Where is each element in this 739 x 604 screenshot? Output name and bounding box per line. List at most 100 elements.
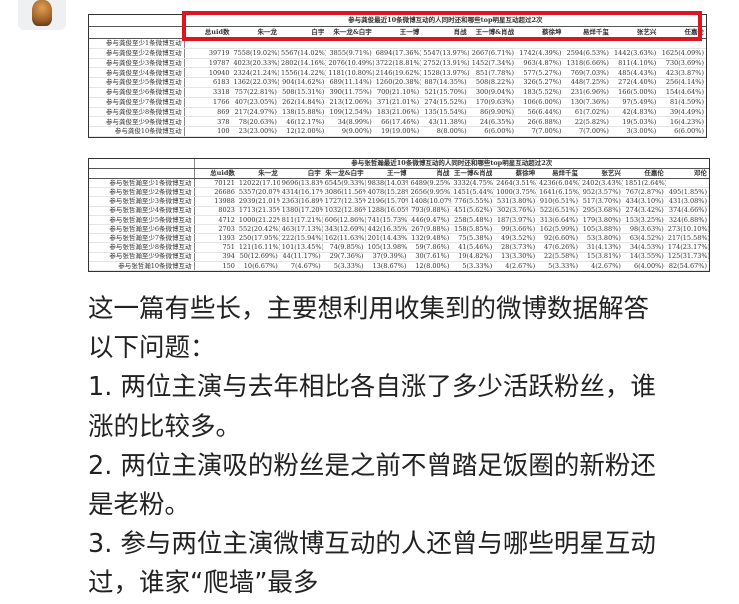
table-cell: 56(6.44%) — [516, 107, 564, 118]
table-cell: 10(6.67%) — [236, 261, 280, 271]
table-cell: 769(7.03%) — [563, 67, 611, 79]
table-cell: 34(4.53%) — [622, 242, 666, 253]
table-cell: 963(4.87%) — [516, 58, 564, 69]
table-cell: 4712 — [194, 215, 237, 225]
table-cell: 154(4.64%) — [658, 87, 706, 98]
table-cell: 741(15.73%) — [365, 215, 409, 225]
post-line: 2. 两位主演吸的粉丝是之前不曾踏足饭圈的新粉还 — [88, 450, 656, 481]
table-cell: 793(9.88%) — [408, 206, 452, 216]
table-cell: 46(12.17%) — [278, 116, 327, 128]
table-cell: 98(3.63%) — [622, 224, 666, 235]
table-cell — [184, 38, 232, 49]
table-cell: 75(5.38%) — [451, 233, 495, 244]
table-cell: 3855(9.71%) — [326, 48, 374, 59]
table-cell: 130(7.36%) — [563, 97, 611, 108]
table-cell: 158(5.85%) — [451, 224, 495, 235]
row-label: 参与龚俊至少2条微博互动 — [89, 48, 185, 59]
table-cell: 44(11.17%) — [279, 252, 323, 262]
table-cell: 273(10.10%) — [665, 224, 709, 235]
column-header: 白宇 — [279, 168, 323, 179]
table-cell: 2324(21.24%) — [231, 67, 279, 79]
header-row: 总uid数 朱一龙 白宇 朱一龙&白宇 王一博 肖战 王一博&肖战 蔡徐坤 易烊千玺 张艺兴 任嘉伦… — [89, 168, 709, 179]
table-cell: 59(7.86%) — [408, 242, 452, 253]
table-cell: 19787 — [184, 58, 232, 69]
table-cell: 217(24.97%) — [231, 107, 279, 118]
table-cell: 1713(21.35%) — [236, 206, 280, 216]
table-cell: 1452(7.34%) — [468, 58, 517, 69]
table-cell: 6(4.00%) — [622, 261, 666, 271]
table-cell: 267(9.88%) — [408, 224, 452, 235]
table-cell: 274(3.42%) — [622, 206, 666, 216]
table-cell: 37(9.39%) — [365, 252, 409, 262]
table-cell: 1408(10.07%) — [408, 196, 452, 207]
table-image-zhangzhehan[interactable]: 参与张哲瀚最近10条微博互动的人同时还和哪些top明星互动超过2次 总uid数 朱一… — [88, 158, 710, 272]
table-cell: 517(3.70%) — [580, 196, 623, 207]
table-row: 参与张哲瀚至少8条微博互动 751 121(16.11%) 101(13.45%) 74… — [89, 242, 709, 253]
table-cell: 13988 — [194, 196, 237, 207]
table-cell: 41(5.46%) — [451, 242, 495, 253]
post-line: 1. 两位主演与去年相比各自涨了多少活跃粉丝，谁 — [88, 372, 656, 403]
table-row: 参与龚俊10条微博互动 100 23(23.00%) 12(12.00%) 9(9.00… — [89, 126, 706, 137]
table-cell — [516, 38, 564, 49]
table-cell: 121(16.11%) — [236, 242, 280, 253]
table-cell: 1442(3.63%) — [610, 48, 659, 59]
row-label: 参与龚俊至少1条微博互动 — [89, 38, 185, 49]
row-label: 参与龚俊至少4条微博互动 — [89, 67, 185, 79]
table-cell — [658, 38, 706, 49]
corner-cell — [89, 159, 195, 169]
table-cell: 8(8.00%) — [421, 126, 469, 137]
table-cell: 6489(9.25%) — [408, 178, 452, 189]
column-header: 蔡徐坤 — [494, 168, 538, 179]
table-row: 参与龚俊至少7条微博互动 1766 407(23.05%) 262(14.84%) 21… — [89, 97, 706, 108]
table-cell: 201(14.43%) — [365, 233, 409, 244]
table-cell: 3332(4.75%) — [451, 178, 495, 189]
table-cell: 700(21.10%) — [373, 87, 422, 98]
table-cell: 99(3.66%) — [494, 224, 538, 235]
post-line: 3. 参与两位主演微博互动的人还曾与哪些明星互动 — [88, 529, 656, 560]
table-image-gongjun[interactable]: 参与龚俊最近10条微博互动的人同时还和哪些top明星互动超过2次 总uid数 朱一龙… — [88, 14, 707, 138]
table-cell: 23(23.00%) — [231, 126, 279, 137]
table-cell: 6(6.00%) — [658, 126, 706, 137]
table-cell: 1451(5.44%) — [451, 187, 495, 198]
table-cell: 2802(14.16%) — [278, 58, 327, 69]
table-cell: 2752(13.91%) — [421, 58, 469, 69]
column-header: 任嘉伦 — [622, 168, 666, 179]
table-cell: 952(3.57%) — [580, 187, 623, 198]
table-cell: 324(6.88%) — [665, 215, 709, 225]
table-cell: 1288(16.05%) — [365, 206, 409, 216]
table-cell: 135(15.54%) — [421, 107, 469, 118]
table-cell: 14(3.55%) — [622, 252, 666, 262]
table-cell: 34(8.99%) — [326, 116, 374, 128]
table-cell: 86(9.90%) — [468, 107, 517, 118]
post-text: 这一篇有些长，主要想利用收集到的微博数据解答 以下问题： 1. 两位主演与去年相比各… — [88, 290, 708, 604]
table-cell: 4023(20.33%) — [231, 58, 279, 69]
table-cell: 222(15.94%) — [279, 233, 323, 244]
avatar[interactable] — [18, 0, 66, 30]
table-cell: 6545(9.33%) — [322, 178, 366, 189]
table-cell: 82(54.67%) — [665, 261, 709, 271]
table-cell: 606(12.86%) — [322, 215, 366, 225]
table-cell: 904(14.62%) — [278, 77, 327, 88]
table-cell: 689(11.14%) — [326, 77, 374, 88]
table-cell: 19(19.00%) — [373, 126, 422, 137]
table-cell: 522(6.51%) — [537, 206, 581, 216]
table-cell: 162(11.63%) — [322, 233, 366, 244]
table-row: 参与龚俊至少4条微博互动 10940 2324(21.24%) 1556(14.22%… — [89, 67, 706, 79]
table-cell: 29(7.36%) — [322, 252, 366, 262]
table-row: 参与张哲瀚至少3条微博互动139882939(21.01%)2363(16.89… — [89, 196, 709, 207]
table-cell: 6894(17.36%) — [373, 48, 422, 59]
table-cell: 3(3.00%) — [610, 126, 659, 137]
table-cell: 179(3.80%) — [580, 215, 623, 225]
table-cell: 42(4.83%) — [610, 107, 659, 118]
table-cell: 19(4.82%) — [451, 252, 495, 262]
table-cell: 1625(4.09%) — [658, 48, 706, 59]
table-cell: 434(3.10%) — [622, 196, 666, 207]
column-header: 张艺兴 — [580, 168, 623, 179]
table-cell: 92(6.60%) — [537, 233, 581, 244]
table-cell: 3722(18.81%) — [373, 58, 422, 69]
table-cell: 2146(19.62%) — [373, 67, 422, 79]
table-cell — [231, 38, 279, 49]
table-row: 参与龚俊至少5条微博互动 6183 1362(22.03%) 904(14.62%) 6… — [89, 77, 706, 88]
table-cell: 258(5.48%) — [451, 215, 495, 225]
table-cell: 811(4.10%) — [610, 58, 659, 69]
